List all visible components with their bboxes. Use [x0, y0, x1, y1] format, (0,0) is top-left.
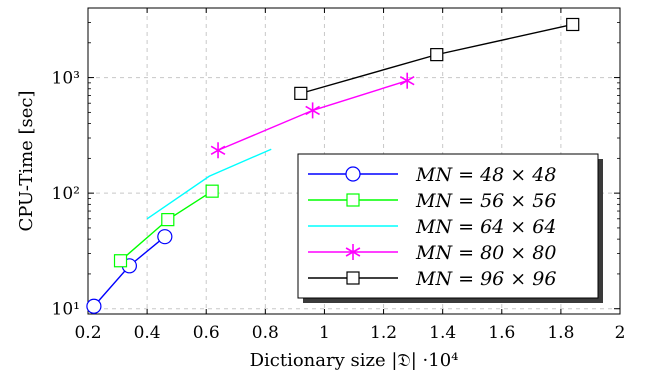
data-point — [399, 72, 415, 89]
x-tick-label: 1.6 — [488, 323, 515, 343]
data-point — [161, 213, 175, 227]
asterisk-stroke — [345, 247, 361, 257]
x-tick-label: 1.8 — [547, 323, 574, 343]
data-point — [294, 86, 308, 100]
series-group — [86, 17, 580, 314]
x-tick-label: 0.2 — [74, 323, 101, 343]
legend-label: MN = 80 × 80 — [415, 242, 556, 264]
legend-marker — [345, 244, 361, 260]
series-line-2 — [146, 148, 272, 220]
asterisk-stroke — [399, 75, 415, 86]
y-axis-label: CPU-Time [sec] — [16, 90, 37, 231]
data-point — [157, 229, 173, 245]
data-point — [305, 102, 320, 119]
x-tick-label: 0.6 — [193, 323, 220, 343]
data-point — [86, 298, 102, 314]
data-point — [430, 48, 444, 62]
y-tick-label: 10¹ — [52, 300, 80, 320]
legend-label: MN = 56 × 56 — [415, 190, 556, 212]
x-tick-label: 0.4 — [134, 323, 161, 343]
x-tick-label: 2 — [615, 323, 626, 343]
plot-frame — [87, 7, 621, 315]
ticks: 0.2 0.4 0.6 0.8 1 1.2 1.4 1.6 1.8 2 10¹ 10² 10³ — [52, 7, 626, 343]
asterisk-stroke — [210, 145, 226, 155]
y-tick-label: 10² — [52, 184, 80, 204]
data-point — [210, 142, 226, 159]
legend-label: MN = 96 × 96 — [415, 268, 556, 290]
x-tick-label: 0.8 — [252, 323, 279, 343]
legend-label: MN = 48 × 48 — [415, 164, 556, 186]
legend: MN = 48 × 48 MN = 56 × 56 MN = 64 × 64 MN =… — [297, 153, 603, 303]
legend-marker — [346, 193, 360, 207]
x-tick-label: 1.4 — [429, 323, 456, 343]
x-axis-label: Dictionary size |𝔇| ·10⁴ — [250, 350, 459, 371]
legend-marker — [345, 166, 361, 182]
asterisk-stroke — [305, 105, 320, 116]
data-point — [205, 184, 219, 198]
data-point — [113, 254, 128, 268]
legend-label: MN = 64 × 64 — [415, 216, 556, 238]
data-point — [566, 17, 580, 32]
y-tick-label: 10³ — [52, 69, 80, 89]
legend-marker — [346, 271, 360, 285]
x-tick-label: 1.2 — [370, 323, 397, 343]
x-tick-label: 1 — [319, 323, 330, 343]
